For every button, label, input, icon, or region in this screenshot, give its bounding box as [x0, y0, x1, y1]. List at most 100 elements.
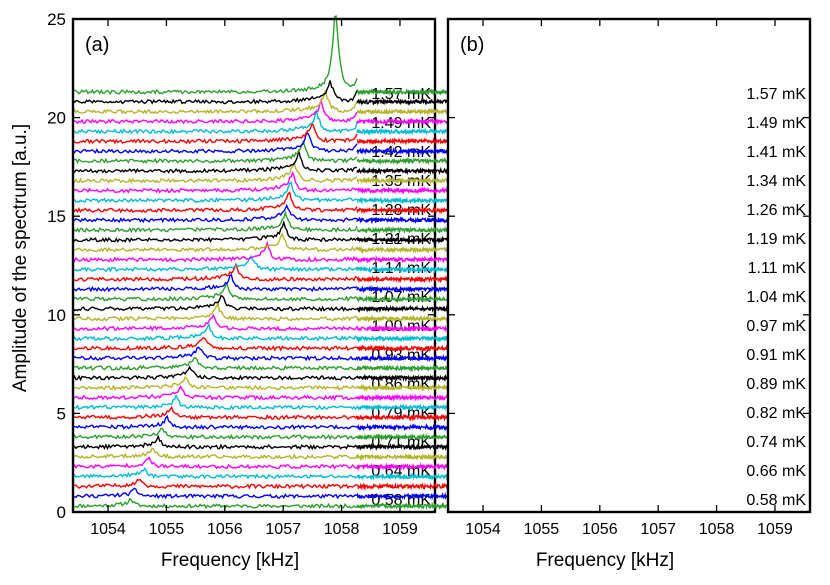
y-tick-label: 20: [47, 109, 66, 128]
x-tick-label: 1057: [640, 521, 676, 538]
panel-b-ticks: [448, 18, 810, 513]
trace-line: [356, 324, 449, 333]
temperature-label: 0.82 mK: [746, 405, 806, 422]
temperature-label: 1.07 mK: [371, 289, 431, 306]
trace-line: [72, 97, 358, 125]
y-tick-labels: 0 5 10 15 20 25: [47, 10, 66, 522]
x-tick-label: 1056: [582, 521, 618, 538]
temperature-label: 1.41 mK: [746, 144, 806, 161]
trace-line: [356, 422, 449, 432]
temperature-label: 0.89 mK: [746, 376, 806, 393]
y-tick-label: 25: [47, 10, 66, 29]
trace-line: [356, 157, 449, 166]
y-tick-label: 10: [47, 306, 66, 325]
y-tick-label: 15: [47, 207, 66, 226]
trace-line: [72, 191, 358, 214]
trace-line: [356, 344, 449, 353]
trace-line: [72, 301, 358, 322]
temperature-label: 1.26 mK: [746, 202, 806, 219]
panel-b-label: (b): [460, 34, 484, 56]
panel-a-ticks: [73, 18, 435, 513]
temperature-label: 1.04 mK: [746, 289, 806, 306]
trace-line: [72, 456, 358, 470]
temperature-label: 1.49 mK: [746, 115, 806, 132]
panel-b: (b) 1.57 mK 1.49 mK 1.41 mK 1.34 mK 1.26 mK 1…: [356, 17, 812, 571]
trace-line: [356, 127, 449, 136]
trace-line: [72, 313, 358, 332]
trace-line: [356, 225, 449, 234]
panel-b-x-axis-label: Frequency [kHz]: [536, 550, 674, 571]
x-tick-label: 1054: [90, 521, 126, 538]
trace-line: [356, 107, 449, 116]
trace-line: [72, 337, 358, 352]
trace-line: [356, 334, 449, 343]
temperature-label: 0.66 mK: [746, 463, 806, 480]
trace-line: [356, 501, 449, 511]
trace-line: [72, 405, 358, 421]
trace-line: [72, 160, 358, 185]
trace-line: [356, 433, 449, 442]
temperature-label: 0.74 mK: [746, 434, 806, 451]
trace-line: [356, 314, 449, 324]
trace-line: [356, 294, 449, 304]
trace-line: [72, 281, 358, 302]
panel-b-frame: [446, 17, 812, 514]
trace-line: [72, 478, 358, 490]
trace-line: [356, 274, 449, 284]
trace-line: [356, 117, 449, 126]
trace-line: [356, 265, 449, 274]
trace-line: [72, 219, 358, 244]
x-tick-label: 1059: [382, 521, 418, 538]
trace-line: [356, 147, 449, 156]
trace-line: [72, 240, 358, 263]
trace-line: [356, 452, 449, 462]
temperature-label: 1.57 mK: [371, 86, 431, 103]
trace-line: [72, 447, 358, 460]
x-tick-label: 1055: [149, 521, 185, 538]
trace-line: [356, 383, 449, 392]
panel-a-x-axis-label: Frequency [kHz]: [161, 550, 299, 571]
temperature-label: 1.34 mK: [746, 173, 806, 190]
trace-line: [72, 80, 358, 105]
panel-b-temperature-labels: 1.57 mK 1.49 mK 1.41 mK 1.34 mK 1.26 mK 1.19 …: [746, 86, 806, 509]
trace-line: [72, 427, 358, 441]
trace-line: [356, 353, 449, 363]
y-tick-label: 0: [57, 503, 66, 522]
x-tick-label: 1058: [699, 521, 735, 538]
trace-line: [72, 132, 358, 154]
trace-line: [356, 235, 449, 245]
temperature-label: 1.57 mK: [746, 86, 806, 103]
trace-line: [356, 97, 449, 106]
trace-line: [356, 393, 449, 402]
trace-line: [72, 487, 358, 500]
trace-line: [356, 245, 449, 254]
x-tick-label: 1057: [265, 521, 301, 538]
trace-line: [356, 87, 449, 97]
trace-line: [72, 203, 358, 224]
trace-line: [72, 467, 358, 480]
x-tick-label: 1054: [465, 521, 501, 538]
trace-line: [356, 364, 449, 373]
trace-line: [356, 491, 449, 501]
y-tick-label: 5: [57, 404, 66, 423]
trace-line: [356, 206, 449, 215]
trace-line: [72, 322, 358, 342]
trace-line: [72, 414, 358, 431]
trace-line: [72, 170, 358, 194]
trace-line: [72, 294, 358, 312]
trace-line: [72, 393, 358, 411]
x-tick-label: 1055: [524, 521, 560, 538]
trace-line: [72, 181, 358, 204]
trace-line: [356, 255, 449, 264]
trace-line: [356, 196, 449, 205]
x-tick-label: 1059: [757, 521, 793, 538]
trace-line: [356, 137, 449, 146]
trace-line: [356, 373, 449, 383]
trace-line: [356, 442, 449, 452]
x-tick-label: 1056: [207, 521, 243, 538]
trace-line: [72, 357, 358, 371]
panel-b-traces: [356, 87, 449, 511]
trace-line: [72, 365, 358, 382]
trace-line: [356, 481, 449, 491]
trace-line: [72, 497, 358, 510]
